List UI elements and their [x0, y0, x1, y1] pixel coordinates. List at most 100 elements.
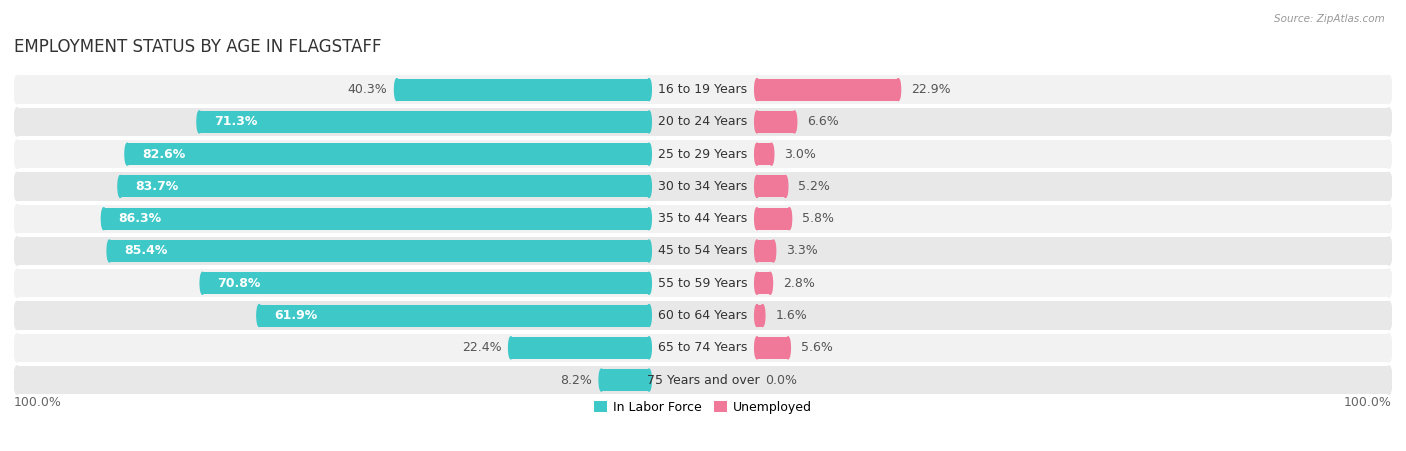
- Circle shape: [14, 108, 20, 136]
- Text: 83.7%: 83.7%: [135, 180, 179, 193]
- Circle shape: [786, 337, 790, 359]
- Circle shape: [755, 272, 759, 294]
- Bar: [17, 334, 1389, 362]
- Bar: [17, 140, 1389, 168]
- Circle shape: [755, 337, 759, 359]
- Circle shape: [792, 111, 797, 133]
- Circle shape: [647, 304, 651, 327]
- Circle shape: [14, 366, 20, 394]
- Circle shape: [783, 175, 787, 198]
- Text: Source: ZipAtlas.com: Source: ZipAtlas.com: [1274, 14, 1385, 23]
- Text: 2.8%: 2.8%: [783, 277, 814, 290]
- Circle shape: [647, 143, 651, 165]
- Circle shape: [395, 78, 399, 101]
- Circle shape: [647, 369, 651, 391]
- Circle shape: [1386, 140, 1392, 168]
- Circle shape: [14, 334, 20, 362]
- Bar: [756, 304, 762, 327]
- Circle shape: [647, 208, 651, 230]
- Text: 35 to 44 Years: 35 to 44 Years: [658, 212, 748, 225]
- Text: 22.9%: 22.9%: [911, 83, 950, 96]
- Bar: [756, 78, 898, 101]
- Text: 16 to 19 Years: 16 to 19 Years: [658, 83, 748, 96]
- Circle shape: [647, 111, 651, 133]
- Bar: [756, 272, 770, 294]
- Text: 1.6%: 1.6%: [775, 309, 807, 322]
- Circle shape: [200, 272, 205, 294]
- Circle shape: [14, 301, 20, 330]
- Circle shape: [770, 240, 776, 262]
- Text: 0.0%: 0.0%: [765, 373, 797, 387]
- Circle shape: [107, 240, 112, 262]
- Text: 22.4%: 22.4%: [463, 341, 502, 354]
- Circle shape: [509, 337, 513, 359]
- Bar: [17, 301, 1389, 330]
- Text: 86.3%: 86.3%: [118, 212, 162, 225]
- Bar: [396, 78, 650, 101]
- Bar: [17, 75, 1389, 104]
- Circle shape: [647, 272, 651, 294]
- Text: 25 to 29 Years: 25 to 29 Years: [658, 147, 748, 161]
- Text: 5.8%: 5.8%: [801, 212, 834, 225]
- Bar: [756, 208, 789, 230]
- Text: 60 to 64 Years: 60 to 64 Years: [658, 309, 748, 322]
- Circle shape: [896, 78, 901, 101]
- Text: 65 to 74 Years: 65 to 74 Years: [658, 341, 748, 354]
- Text: 3.0%: 3.0%: [785, 147, 815, 161]
- Text: 5.2%: 5.2%: [799, 180, 830, 193]
- Bar: [602, 369, 650, 391]
- Bar: [17, 269, 1389, 298]
- Bar: [756, 337, 787, 359]
- Text: 85.4%: 85.4%: [124, 244, 167, 258]
- Text: 20 to 24 Years: 20 to 24 Years: [658, 115, 748, 129]
- Text: 71.3%: 71.3%: [214, 115, 257, 129]
- Text: 82.6%: 82.6%: [142, 147, 186, 161]
- Text: 30 to 34 Years: 30 to 34 Years: [658, 180, 748, 193]
- Bar: [17, 204, 1389, 233]
- Circle shape: [1386, 269, 1392, 298]
- Circle shape: [647, 240, 651, 262]
- Circle shape: [1386, 237, 1392, 265]
- Circle shape: [647, 337, 651, 359]
- Circle shape: [14, 204, 20, 233]
- Circle shape: [1386, 334, 1392, 362]
- Circle shape: [755, 111, 759, 133]
- Text: 61.9%: 61.9%: [274, 309, 318, 322]
- Circle shape: [755, 240, 759, 262]
- Text: EMPLOYMENT STATUS BY AGE IN FLAGSTAFF: EMPLOYMENT STATUS BY AGE IN FLAGSTAFF: [14, 38, 381, 56]
- Circle shape: [647, 78, 651, 101]
- Bar: [110, 240, 650, 262]
- Circle shape: [1386, 172, 1392, 201]
- Circle shape: [1386, 301, 1392, 330]
- Text: 5.6%: 5.6%: [800, 341, 832, 354]
- Text: 40.3%: 40.3%: [347, 83, 388, 96]
- Bar: [104, 208, 650, 230]
- Text: 6.6%: 6.6%: [807, 115, 839, 129]
- Bar: [202, 272, 650, 294]
- Text: 75 Years and over: 75 Years and over: [647, 373, 759, 387]
- Circle shape: [599, 369, 603, 391]
- Bar: [17, 237, 1389, 265]
- Circle shape: [197, 111, 201, 133]
- Circle shape: [1386, 366, 1392, 394]
- Circle shape: [768, 272, 772, 294]
- Bar: [17, 108, 1389, 136]
- Circle shape: [755, 78, 759, 101]
- Text: 45 to 54 Years: 45 to 54 Years: [658, 244, 748, 258]
- Bar: [121, 175, 650, 198]
- Bar: [259, 304, 650, 327]
- Bar: [756, 143, 772, 165]
- Bar: [756, 175, 786, 198]
- Text: 70.8%: 70.8%: [218, 277, 260, 290]
- Bar: [200, 111, 650, 133]
- Circle shape: [787, 208, 792, 230]
- Circle shape: [1386, 108, 1392, 136]
- Circle shape: [14, 172, 20, 201]
- Circle shape: [761, 304, 765, 327]
- Circle shape: [1386, 75, 1392, 104]
- Circle shape: [257, 304, 262, 327]
- Circle shape: [755, 143, 759, 165]
- Circle shape: [755, 208, 759, 230]
- Text: 100.0%: 100.0%: [14, 396, 62, 409]
- Bar: [17, 172, 1389, 201]
